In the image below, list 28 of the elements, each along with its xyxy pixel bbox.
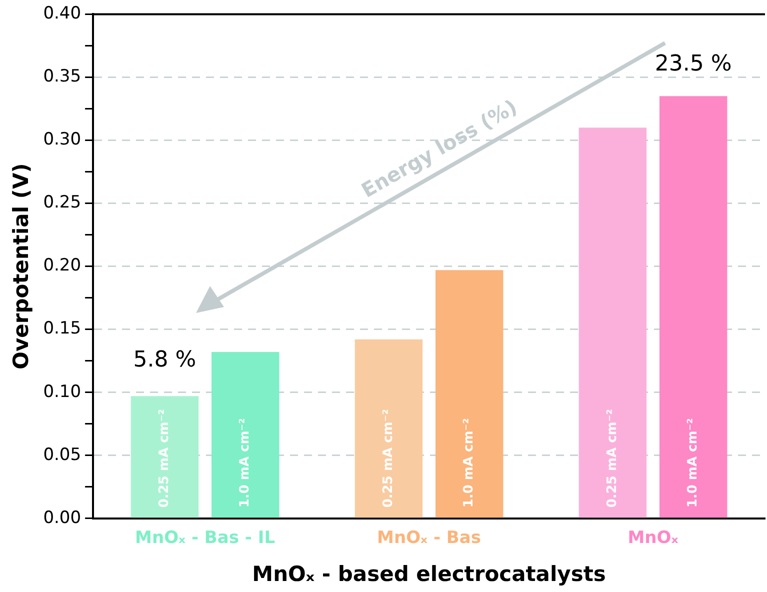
- x-axis-title: MnOₓ - based electrocatalysts: [252, 562, 606, 586]
- y-tick-label: 0.25: [43, 192, 82, 213]
- text: 0.25 mA cm⁻²: [381, 409, 396, 508]
- y-tick-label: 0.35: [43, 66, 82, 87]
- text: 1.0 mA cm⁻²: [462, 418, 477, 508]
- bar: [211, 352, 280, 518]
- y-axis-title: Overpotential (V): [9, 163, 34, 370]
- bar: [659, 96, 728, 518]
- text: 1.0 mA cm⁻²: [686, 418, 701, 508]
- bar: [130, 396, 199, 518]
- y-tick-label: 0.40: [43, 4, 82, 24]
- y-tick-label: 0.10: [43, 382, 82, 402]
- y-tick-label: 0.00: [43, 508, 82, 528]
- x-tick-label: MnOₓ - Bas - IL: [135, 528, 276, 548]
- annotation: 23.5 %: [654, 51, 732, 76]
- y-tick-label: 0.15: [43, 318, 82, 339]
- bar: [578, 128, 647, 518]
- series-label: 0.25 mA cm⁻²: [157, 409, 172, 508]
- series-label: 1.0 mA cm⁻²: [238, 418, 253, 508]
- x-tick-label: MnOₓ: [628, 528, 678, 548]
- annotation: 5.8 %: [133, 348, 196, 373]
- x-tick-label: MnOₓ - Bas: [377, 528, 481, 548]
- y-tick-label: 0.30: [43, 130, 82, 150]
- y-tick-label: 0.05: [43, 444, 82, 465]
- bar: [354, 339, 423, 518]
- text: 0.25 mA cm⁻²: [605, 409, 620, 508]
- bar: [435, 270, 504, 518]
- y-tick-label: 0.20: [43, 256, 82, 276]
